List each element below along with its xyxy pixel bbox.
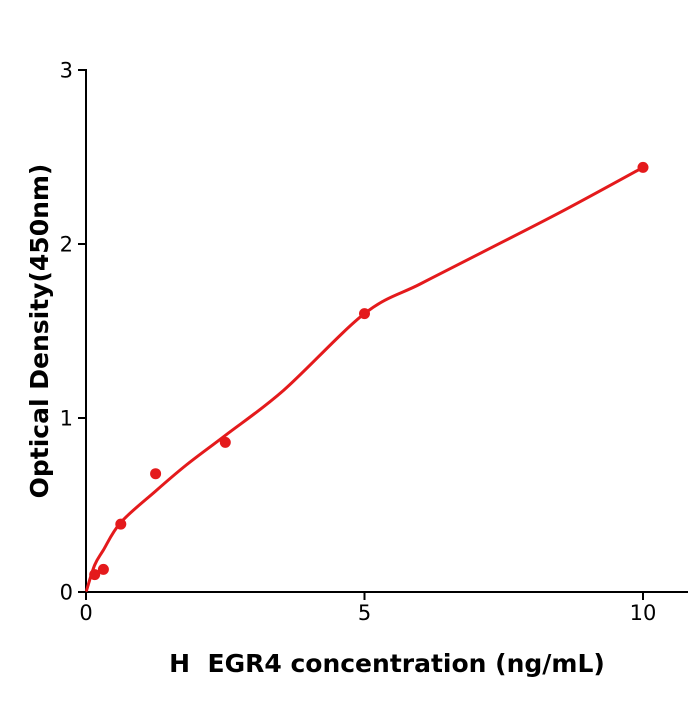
data-point: [150, 468, 162, 480]
data-point: [97, 563, 109, 575]
x-tick-label: 10: [630, 601, 657, 625]
data-point: [637, 161, 649, 173]
x-tick-label: 0: [79, 601, 92, 625]
y-tick-label: 3: [60, 59, 73, 83]
y-axis-ticks: [78, 69, 86, 593]
y-tick-label: 1: [60, 407, 73, 431]
y-axis-label: Optical Density(450nm): [25, 164, 54, 499]
data-point: [219, 436, 231, 448]
x-axis-label: H EGR4 concentration (ng/mL): [169, 649, 605, 678]
x-axis-tick-labels: 0 5 10: [79, 601, 656, 625]
data-point: [115, 518, 127, 530]
data-point: [359, 308, 370, 320]
y-tick-label: 2: [60, 233, 73, 257]
fit-curve-line: [85, 165, 645, 592]
y-tick-label: 0: [60, 581, 73, 605]
data-point: [89, 569, 101, 581]
data-points: [89, 161, 649, 581]
x-tick-label: 5: [358, 601, 371, 625]
y-axis-tick-labels: 0 1 2 3: [60, 59, 73, 605]
x-axis-ticks: [85, 592, 644, 600]
